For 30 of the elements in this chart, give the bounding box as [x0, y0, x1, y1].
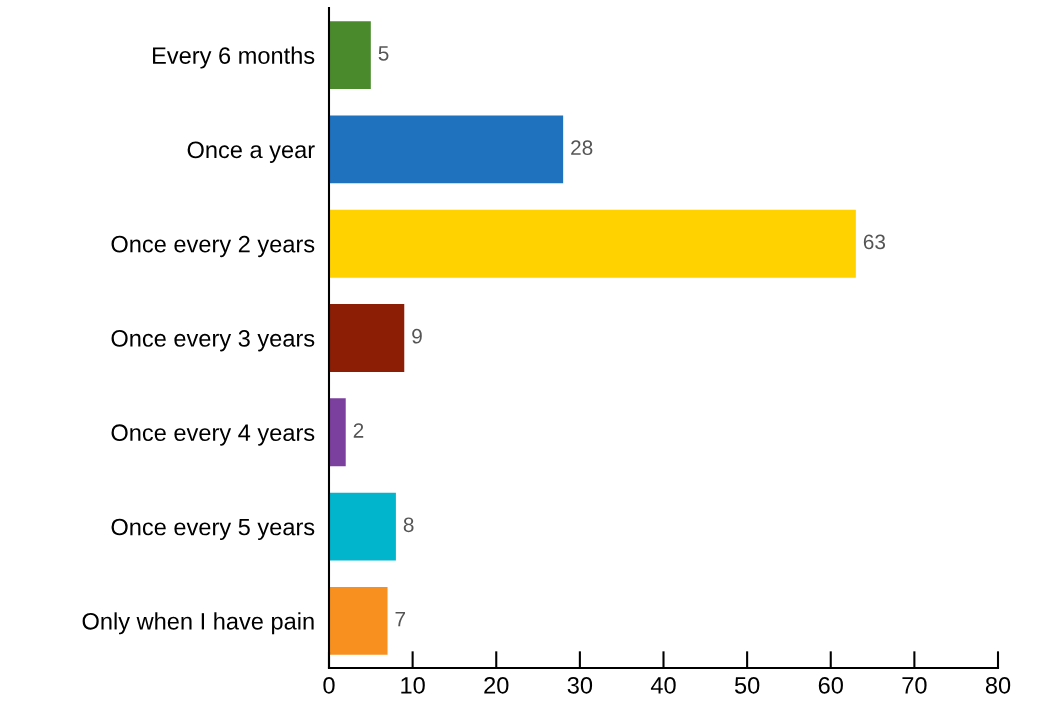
y-tick-label: Only when I have pain	[82, 612, 314, 635]
x-tick-label: 60	[818, 676, 843, 694]
y-tick-label: Once every 4 years	[111, 424, 315, 446]
x-tick-label: 30	[567, 676, 593, 694]
bar	[329, 115, 564, 184]
x-tick-label: 50	[734, 676, 760, 694]
y-tick-label: Once every 3 years	[111, 330, 315, 352]
x-tick-label: 40	[650, 676, 676, 694]
data-label: 7	[395, 611, 406, 627]
y-tick-label: Every 6 months	[153, 46, 315, 69]
x-tick-label: 70	[902, 676, 927, 694]
bar	[329, 492, 396, 561]
bar	[329, 586, 388, 655]
data-label: 28	[571, 140, 593, 156]
x-tick-label: 0	[323, 676, 335, 694]
data-label: 9	[412, 328, 422, 344]
bar	[329, 398, 346, 467]
x-tick-label: 80	[985, 676, 1011, 694]
data-label: 8	[403, 517, 414, 533]
data-label: 63	[863, 234, 886, 250]
y-tick-label: Once every 5 years	[111, 518, 315, 541]
bar	[329, 209, 856, 278]
data-label: 5	[378, 46, 389, 61]
x-tick-label: 10	[401, 676, 425, 694]
y-tick-label: Once a year	[187, 141, 315, 163]
bar	[329, 21, 371, 90]
data-label: 2	[353, 423, 364, 438]
bar	[329, 304, 405, 372]
y-tick-label: Once every 2 years	[111, 235, 315, 258]
x-tick-label: 20	[484, 676, 509, 694]
